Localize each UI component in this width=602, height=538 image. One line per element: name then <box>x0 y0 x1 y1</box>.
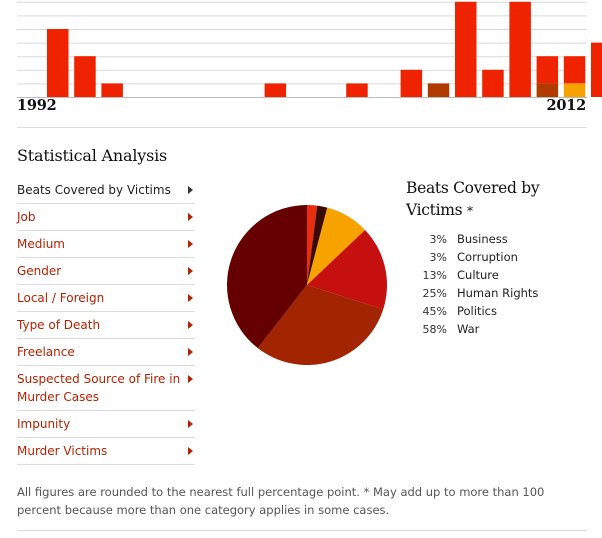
bar-1992[interactable] <box>47 29 69 97</box>
menu-item-label: Job <box>17 210 36 224</box>
footnote: All figures are rounded to the nearest f… <box>17 485 545 517</box>
bar-segment-2006[interactable] <box>427 83 450 97</box>
bar-2003[interactable] <box>346 83 368 97</box>
menu-item[interactable]: Freelance <box>17 339 195 366</box>
menu-item-label: Freelance <box>17 345 75 359</box>
legend-label: Politics <box>457 304 497 318</box>
legend-value: 3% <box>429 251 447 264</box>
legend-title-text: Beats Covered by Victims <box>406 179 540 219</box>
bar-2007[interactable] <box>455 1 477 97</box>
menu-item[interactable]: Local / Foreign <box>17 285 195 312</box>
legend-value: 45% <box>422 305 447 318</box>
bar-1993[interactable] <box>74 56 96 97</box>
bar-segment-2010[interactable] <box>536 83 559 97</box>
chevron-right-icon <box>188 348 193 356</box>
menu-item[interactable]: Job <box>17 204 195 231</box>
menu-item-label: Medium <box>17 237 65 251</box>
legend-value: 3% <box>429 233 447 246</box>
pie-slice-politics[interactable] <box>257 285 384 365</box>
divider <box>17 530 587 531</box>
bar-2009[interactable] <box>509 1 531 97</box>
chevron-right-icon <box>188 420 193 428</box>
menu-item-label: Gender <box>17 264 62 278</box>
legend-row: 45% Politics <box>413 302 538 320</box>
legend-title: Beats Covered by Victims * <box>406 177 586 222</box>
chevron-right-icon <box>188 447 193 455</box>
pie-slice-war[interactable] <box>227 205 307 349</box>
divider <box>17 127 587 128</box>
legend-row: 3% Business <box>413 230 538 248</box>
bar-2000[interactable] <box>264 83 287 97</box>
bar-2010[interactable] <box>536 56 559 84</box>
stats-menu: Beats Covered by Victims Job Medium Gender L… <box>17 177 195 465</box>
menu-item-label: Suspected Source of Fire in Murder Cases <box>17 372 181 404</box>
chevron-right-icon <box>188 240 193 248</box>
chevron-right-icon <box>188 375 193 383</box>
legend-asterisk: * <box>466 204 473 218</box>
menu-item[interactable]: Beats Covered by Victims <box>17 177 195 204</box>
legend-label: Business <box>457 232 508 246</box>
chevron-right-icon <box>188 294 193 302</box>
legend-label: War <box>457 322 480 336</box>
timeline-bar-chart <box>17 1 602 98</box>
bar-2005[interactable] <box>400 69 423 97</box>
menu-item[interactable]: Medium <box>17 231 195 258</box>
timeline-end-year: 2012 <box>546 97 586 114</box>
pie-slice-culture[interactable] <box>307 207 366 285</box>
pie-slice-business[interactable] <box>307 205 318 285</box>
menu-item-label: Type of Death <box>17 318 101 332</box>
menu-item-label: Local / Foreign <box>17 291 105 305</box>
pie-chart <box>227 205 387 365</box>
bar-1994[interactable] <box>101 83 123 97</box>
menu-item[interactable]: Gender <box>17 258 195 285</box>
chevron-right-icon <box>188 213 193 221</box>
legend-value: 58% <box>422 323 447 336</box>
pie-legend: 3% Business 3% Corruption 13% Culture 25% Human… <box>413 230 539 338</box>
menu-item[interactable]: Murder Victims <box>17 438 195 465</box>
menu-item-label: Beats Covered by Victims <box>17 183 171 197</box>
chevron-right-icon <box>188 267 193 275</box>
menu-item[interactable]: Impunity <box>17 411 195 438</box>
legend-row: 3% Corruption <box>413 248 538 266</box>
menu-item[interactable]: Type of Death <box>17 312 195 339</box>
bar-2012[interactable] <box>591 42 602 97</box>
legend-label: Corruption <box>457 250 518 264</box>
menu-item[interactable]: Suspected Source of Fire in Murder Cases <box>17 366 195 411</box>
pie-slice-human-rights[interactable] <box>307 229 387 310</box>
chevron-right-icon <box>188 186 193 194</box>
timeline-start-year: 1992 <box>17 97 57 114</box>
legend-row: 25% Human Rights <box>413 284 539 302</box>
legend-row: 13% Culture <box>413 266 538 284</box>
bar-segment-2011[interactable] <box>563 83 586 97</box>
chevron-right-icon <box>188 321 193 329</box>
section-title: Statistical Analysis <box>17 146 168 165</box>
legend-value: 13% <box>422 269 447 282</box>
pie-slice-corruption[interactable] <box>307 205 328 285</box>
menu-item-label: Murder Victims <box>17 444 108 458</box>
menu-item-label: Impunity <box>17 417 71 431</box>
legend-row: 58% War <box>413 320 538 338</box>
bar-2008[interactable] <box>482 69 504 97</box>
legend-label: Human Rights <box>457 286 539 300</box>
legend-value: 25% <box>422 287 447 300</box>
legend-label: Culture <box>457 268 499 282</box>
bar-2011[interactable] <box>563 56 586 84</box>
